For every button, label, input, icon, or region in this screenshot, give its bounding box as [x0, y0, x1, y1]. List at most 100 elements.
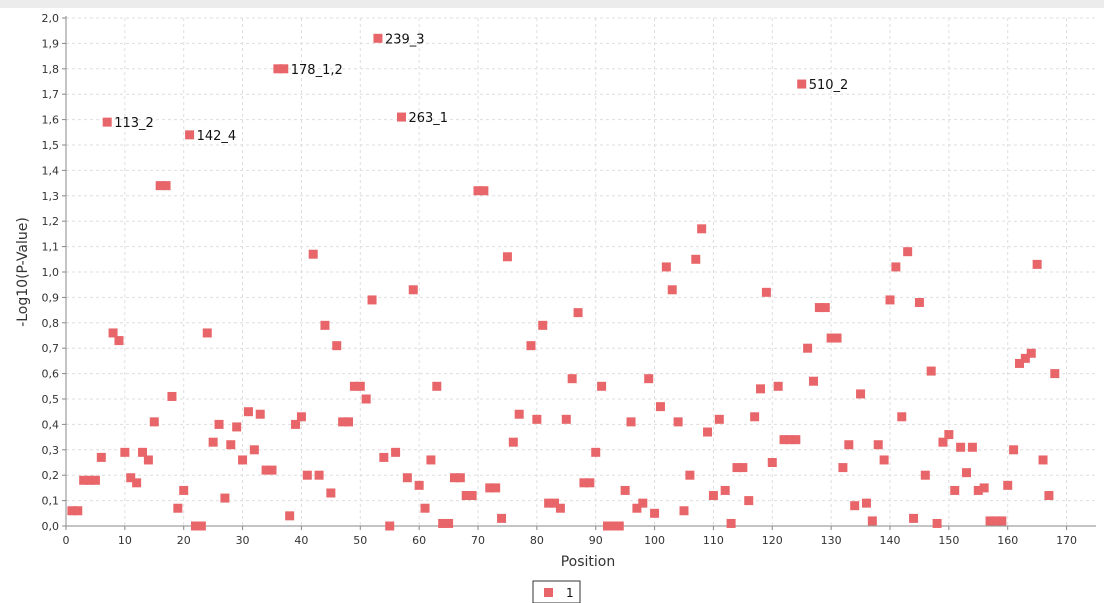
- y-tick-label: 0,4: [42, 418, 60, 431]
- data-point: [402, 473, 412, 483]
- data-point: [644, 374, 654, 384]
- y-tick-label: 0,7: [42, 342, 60, 355]
- data-point: [338, 417, 348, 427]
- data-point: [320, 320, 330, 330]
- data-point: [914, 297, 924, 307]
- data-point: [602, 521, 612, 531]
- data-point: [208, 437, 218, 447]
- data-point: [803, 343, 813, 353]
- data-point: [697, 224, 707, 234]
- data-point: [143, 455, 153, 465]
- data-point: [291, 419, 301, 429]
- data-point: [679, 506, 689, 516]
- y-tick-label: 0,5: [42, 393, 60, 406]
- data-point: [632, 503, 642, 513]
- data-point: [832, 333, 842, 343]
- data-point: [750, 412, 760, 422]
- data-point: [926, 366, 936, 376]
- data-point: [979, 483, 989, 493]
- y-tick-label: 0,0: [42, 520, 60, 533]
- data-point: [1026, 348, 1036, 358]
- x-tick-label: 90: [589, 534, 603, 547]
- x-tick-label: 140: [880, 534, 901, 547]
- data-point: [932, 518, 942, 528]
- data-point: [897, 412, 907, 422]
- data-point: [838, 463, 848, 473]
- data-point: [479, 186, 489, 196]
- data-point: [1020, 353, 1030, 363]
- x-tick-label: 130: [821, 534, 842, 547]
- x-axis-title: Position: [561, 554, 616, 570]
- data-point: [544, 498, 554, 508]
- window-top-border: [0, 0, 1104, 8]
- data-point: [344, 417, 354, 427]
- legend[interactable]: 1: [532, 580, 581, 603]
- axes: 0,0 0,1 0,2 0,3 0,4 0,5 0,6 0,7 0,8 0,9 1,0 1,1 1,2 1…: [42, 12, 1096, 547]
- data-point: [1044, 491, 1054, 501]
- x-tick-label: 0: [63, 534, 70, 547]
- annotations: 113_2 142_4 178_1,2 239_3 263_1 510_2: [114, 32, 848, 144]
- data-point: [867, 516, 877, 526]
- data-point: [608, 521, 618, 531]
- data-point: [944, 430, 954, 440]
- x-tick-label: 100: [644, 534, 665, 547]
- x-tick-label: 50: [353, 534, 367, 547]
- x-tick-label: 40: [294, 534, 308, 547]
- x-tick-label: 150: [938, 534, 959, 547]
- point-annotation: 263_1: [408, 111, 448, 126]
- data-point: [485, 483, 495, 493]
- point-annotation: 510_2: [809, 78, 849, 93]
- data-point: [349, 381, 359, 391]
- data-point: [567, 374, 577, 384]
- data-point: [550, 498, 560, 508]
- y-tick-label: 1,3: [42, 190, 60, 203]
- data-point: [597, 381, 607, 391]
- data-point: [573, 308, 583, 318]
- data-point: [185, 130, 195, 140]
- data-point: [638, 498, 648, 508]
- data-point: [296, 412, 306, 422]
- data-point: [85, 475, 95, 485]
- data-point: [514, 409, 524, 419]
- y-tick-label: 1,7: [42, 88, 60, 101]
- data-point: [685, 470, 695, 480]
- point-annotation: 239_3: [385, 32, 425, 47]
- y-tick-label: 0,1: [42, 495, 60, 508]
- data-point: [708, 491, 718, 501]
- data-point: [432, 381, 442, 391]
- data-point: [444, 518, 454, 528]
- x-tick-label: 60: [412, 534, 426, 547]
- data-point: [202, 328, 212, 338]
- data-point: [455, 473, 465, 483]
- data-point: [120, 447, 130, 457]
- y-tick-label: 1,4: [42, 164, 60, 177]
- y-tick-label: 0,6: [42, 368, 60, 381]
- data-point: [561, 414, 571, 424]
- data-point: [1050, 369, 1060, 379]
- data-point: [190, 521, 200, 531]
- point-annotation: 113_2: [114, 116, 154, 131]
- data-point: [497, 513, 507, 523]
- data-point: [79, 475, 89, 485]
- data-point: [720, 485, 730, 495]
- y-tick-label: 2,0: [42, 12, 60, 25]
- data-point: [579, 478, 589, 488]
- y-tick-label: 0,2: [42, 469, 60, 482]
- data-point: [267, 465, 277, 475]
- data-point: [614, 521, 624, 531]
- data-point: [808, 376, 818, 386]
- data-point: [967, 442, 977, 452]
- data-point: [414, 480, 424, 490]
- data-point: [773, 381, 783, 391]
- data-point: [1038, 455, 1048, 465]
- data-point: [255, 409, 265, 419]
- data-point: [532, 414, 542, 424]
- y-tick-label: 1,2: [42, 215, 60, 228]
- x-tick-label: 160: [997, 534, 1018, 547]
- data-point: [155, 181, 165, 191]
- data-point: [797, 79, 807, 89]
- data-point: [126, 473, 136, 483]
- y-tick-label: 1,8: [42, 63, 60, 76]
- data-point: [1003, 480, 1013, 490]
